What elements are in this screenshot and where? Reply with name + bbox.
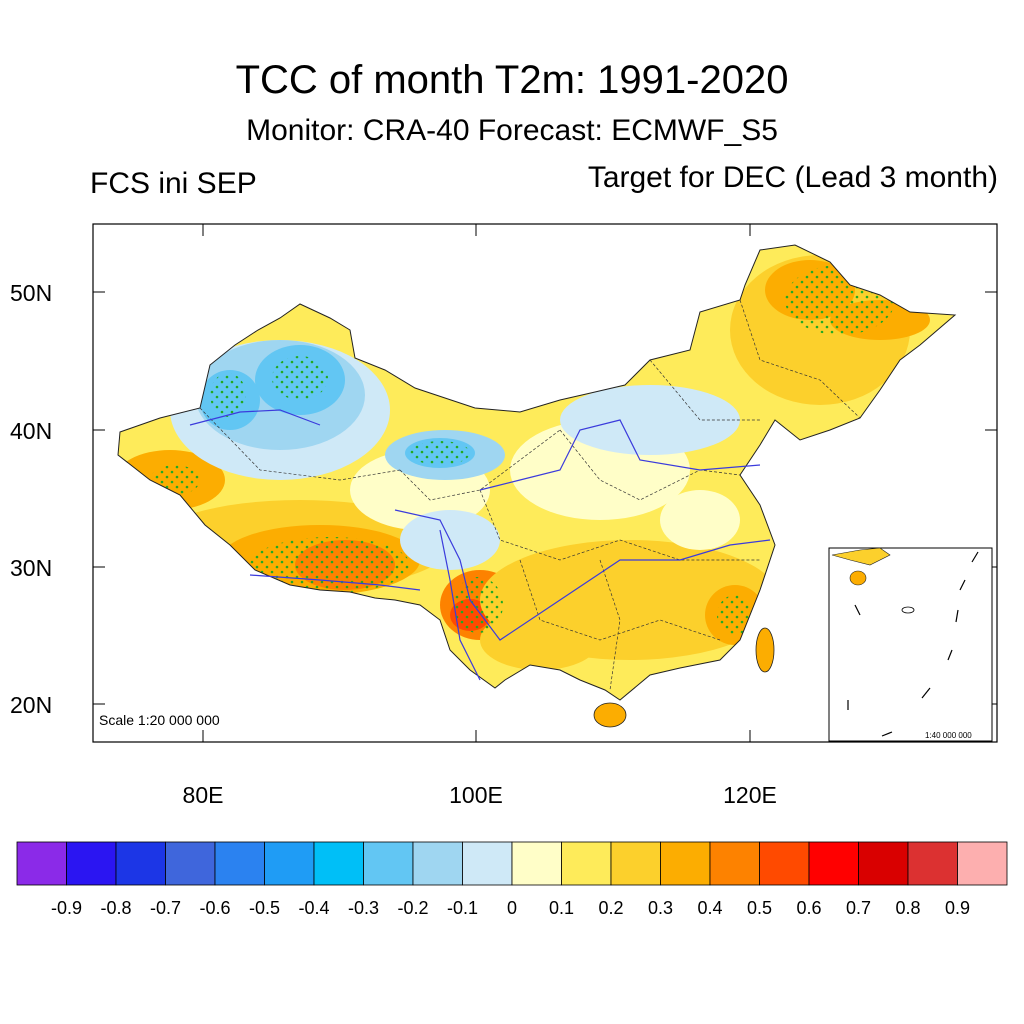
hainan-island [593, 702, 627, 728]
map-scale: Scale 1:20 000 000 [99, 712, 220, 728]
colorbar-box [313, 841, 364, 886]
colorbar-tick-label: -0.9 [50, 898, 83, 918]
map-title: TCC of month T2m: 1991-2020 [235, 58, 789, 102]
colorbar-tick-label: 0.1 [548, 898, 575, 918]
colorbar-box [511, 841, 562, 886]
colorbar-box [264, 841, 315, 886]
map-subtitle: Monitor: CRA-40 Forecast: ECMWF_S5 [246, 114, 778, 147]
colorbar-tick-label: -0.2 [397, 898, 429, 918]
lat-label-40n: 40N [10, 418, 53, 444]
colorbar-tick-label: 0 [506, 898, 517, 918]
colorbar-box [610, 841, 661, 886]
colorbar-tick-label: -0.1 [446, 898, 479, 918]
colorbar-tick-label: 0.9 [944, 898, 971, 918]
colorbar-tick-label: -0.4 [298, 898, 330, 918]
colorbar-tick-label: 0.8 [895, 898, 921, 918]
colorbar-box [165, 841, 216, 886]
colorbar-tick-label: -0.5 [248, 898, 281, 918]
colorbar-tick-label: 0.6 [796, 898, 822, 918]
colorbar-tick-label: 0.3 [647, 898, 674, 918]
colorbar-box [709, 841, 760, 886]
colorbar-box [957, 841, 1008, 886]
inset-coast [831, 547, 891, 566]
colorbar-box [16, 841, 67, 886]
colorbar-box [561, 841, 612, 886]
colorbar-box [412, 841, 463, 886]
colorbar-box [462, 841, 513, 886]
colorbar-tick-label: 0.4 [697, 898, 723, 918]
colorbar-tick-label: -0.8 [100, 898, 132, 918]
colorbar-box [759, 841, 810, 886]
lon-label-120e: 120E [723, 782, 777, 808]
colorbar-box [808, 841, 859, 886]
country-outline [117, 244, 957, 701]
colorbar-tick-label: 0.7 [845, 898, 872, 918]
lon-label-80e: 80E [182, 782, 224, 808]
lat-label-50n: 50N [10, 280, 53, 306]
colorbar-box [907, 841, 958, 886]
inset-hainan [849, 570, 867, 586]
lon-label-100e: 100E [449, 782, 503, 808]
province-boundaries [199, 299, 861, 691]
colorbar-box [66, 841, 117, 886]
colorbar-tick-label: 0.2 [598, 898, 624, 918]
colorbar-tick-label: -0.3 [347, 898, 380, 918]
target-label: Target for DEC (Lead 3 month) [587, 161, 998, 194]
lat-label-20n: 20N [10, 692, 53, 718]
lat-label-30n: 30N [10, 555, 53, 581]
colorbar-box [858, 841, 909, 886]
init-label: FCS ini SEP [90, 167, 257, 200]
colorbar-box [115, 841, 166, 886]
colorbar-tick-label: -0.7 [149, 898, 182, 918]
inset-dash-line [847, 551, 979, 737]
taiwan-island [755, 627, 775, 673]
colorbar-box [363, 841, 414, 886]
colorbar-tick-label: -0.6 [199, 898, 231, 918]
colorbar-box [660, 841, 711, 886]
colorbar-tick-label: 0.5 [746, 898, 773, 918]
rivers [189, 409, 771, 681]
inset-scale: 1:40 000 000 [925, 731, 972, 740]
colorbar-box [214, 841, 265, 886]
